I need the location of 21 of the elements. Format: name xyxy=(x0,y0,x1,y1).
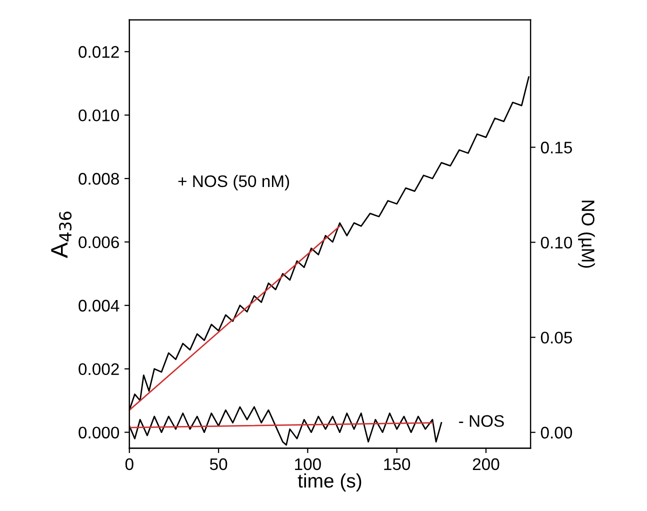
x-tick-label: 0 xyxy=(125,458,134,470)
x-tick-label: 100 xyxy=(295,458,321,470)
y-tick-label: 0.012 xyxy=(78,46,119,58)
x-tick-label: 150 xyxy=(384,458,410,470)
y-axis-title: A$_{436}$ xyxy=(51,212,72,258)
y2-tick-label: 0.00 xyxy=(540,426,572,439)
x-tick-label: 200 xyxy=(472,458,500,470)
y-tick-label: 0.000 xyxy=(78,426,120,438)
x-axis-title: time (s) xyxy=(298,473,362,492)
y2-tick-label: 0.05 xyxy=(540,332,572,344)
y2-axis-title: NO (µM) xyxy=(578,200,595,268)
y-tick-label: 0.004 xyxy=(78,300,120,312)
y2-tick-label: 0.15 xyxy=(540,142,572,154)
y2-tick-label: 0.10 xyxy=(540,236,572,249)
y-tick-label: 0.010 xyxy=(78,109,120,122)
annotation: + NOS (50 nM) xyxy=(178,174,290,190)
x-tick-label: 50 xyxy=(210,458,228,470)
y-tick-label: 0.006 xyxy=(78,236,119,248)
y-tick-label: 0.002 xyxy=(78,363,119,376)
annotation: - NOS xyxy=(459,415,504,427)
y-tick-label: 0.008 xyxy=(78,172,119,185)
